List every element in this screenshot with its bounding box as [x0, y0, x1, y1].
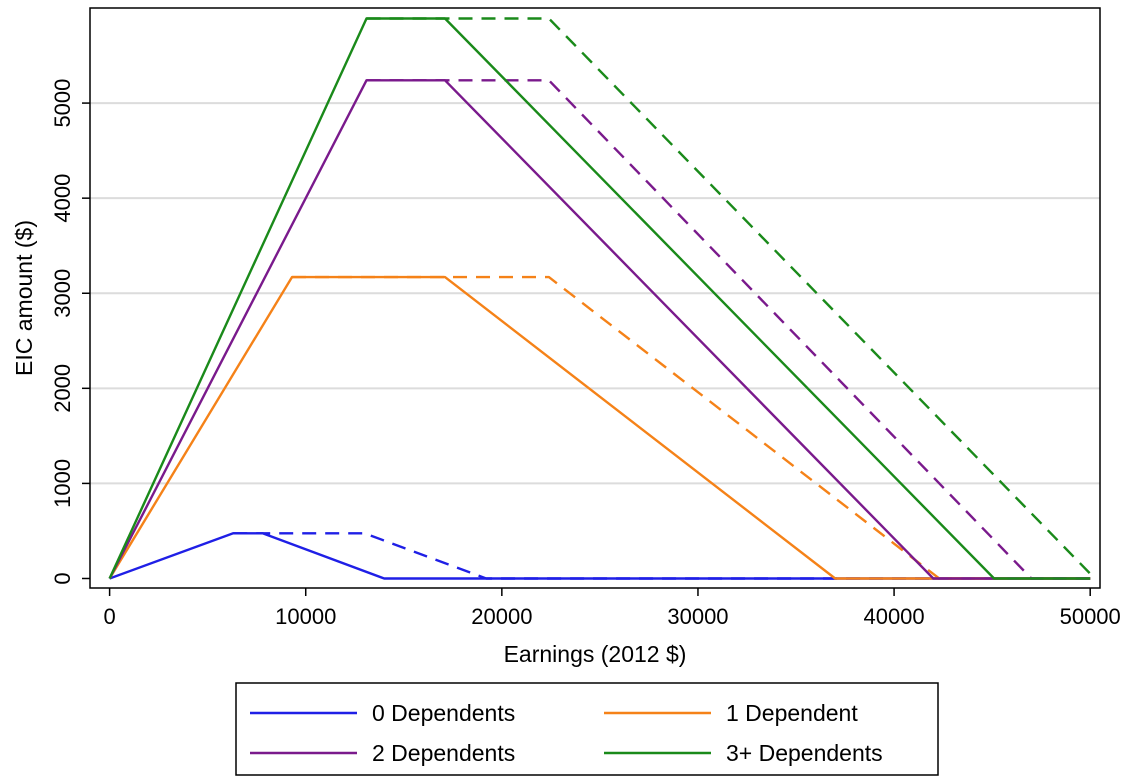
- series-lines: [108, 17, 1092, 580]
- y-axis-label: EIC amount ($): [11, 220, 37, 376]
- legend: 0 Dependents 1 Dependent 2 Dependents 3+ De…: [235, 682, 939, 776]
- series-line-3: [292, 275, 1091, 580]
- grid-lines: [90, 102, 1100, 485]
- legend-label-3: 3+ Dependents: [726, 740, 883, 766]
- series-line-0: [109, 532, 1091, 580]
- y-tick-label-4: 4000: [50, 174, 75, 223]
- y-tick-label-5: 5000: [50, 79, 75, 128]
- y-tick-label-1: 1000: [50, 459, 75, 508]
- series-line-7: [366, 17, 1092, 575]
- x-tick-label-2: 20000: [471, 604, 532, 629]
- legend-label-2: 2 Dependents: [372, 740, 515, 766]
- x-tick-label-1: 10000: [275, 604, 336, 629]
- x-tick-label-5: 50000: [1060, 604, 1121, 629]
- plot-frame: [89, 7, 1101, 589]
- y-tick-label-3: 3000: [50, 269, 75, 318]
- y-tick-label-0: 0: [50, 572, 75, 584]
- legend-label-0: 0 Dependents: [372, 700, 515, 726]
- x-axis: 0 10000 20000 30000 40000 50000: [103, 588, 1121, 629]
- x-tick-label-4: 40000: [863, 604, 924, 629]
- series-line-4: [108, 79, 1091, 580]
- legend-box: [235, 682, 939, 776]
- y-tick-label-2: 2000: [50, 364, 75, 413]
- x-axis-label: Earnings (2012 $): [504, 641, 687, 667]
- y-axis: 0 1000 2000 3000 4000 5000: [50, 79, 90, 585]
- series-line-2: [108, 275, 1091, 580]
- legend-label-1: 1 Dependent: [726, 700, 858, 726]
- series-line-1: [233, 532, 1091, 580]
- series-line-5: [366, 79, 1091, 580]
- x-tick-label-0: 0: [103, 604, 115, 629]
- x-tick-label-3: 30000: [667, 604, 728, 629]
